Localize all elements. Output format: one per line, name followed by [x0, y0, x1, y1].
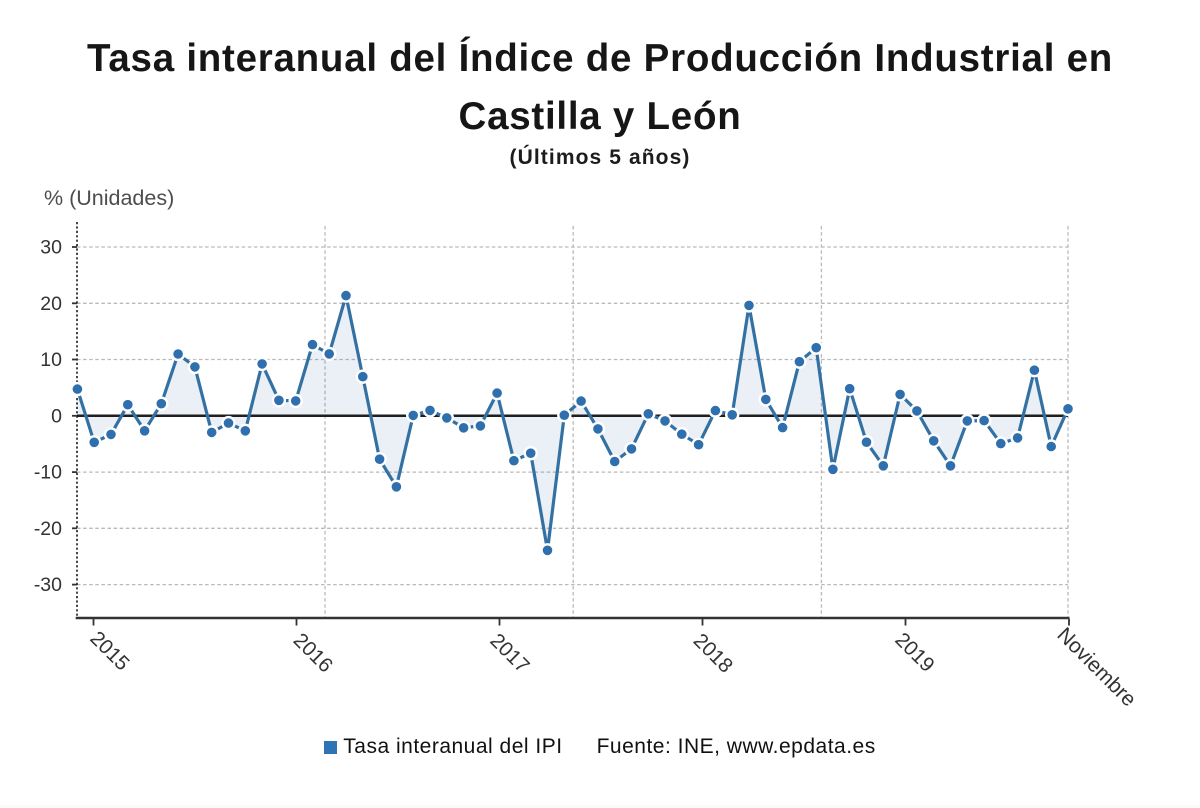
svg-text:2019: 2019	[890, 628, 939, 677]
svg-text:Noviembre: Noviembre	[1052, 623, 1140, 711]
svg-text:-20: -20	[34, 518, 62, 540]
svg-text:0: 0	[51, 405, 62, 427]
svg-text:2018: 2018	[689, 629, 738, 678]
svg-text:-10: -10	[34, 462, 62, 484]
svg-text:30: 30	[40, 237, 62, 259]
svg-text:2016: 2016	[289, 629, 338, 678]
svg-text:-30: -30	[34, 574, 62, 596]
svg-text:2015: 2015	[85, 627, 134, 676]
svg-text:2017: 2017	[485, 629, 534, 678]
svg-text:10: 10	[40, 349, 62, 371]
svg-text:20: 20	[40, 293, 62, 315]
